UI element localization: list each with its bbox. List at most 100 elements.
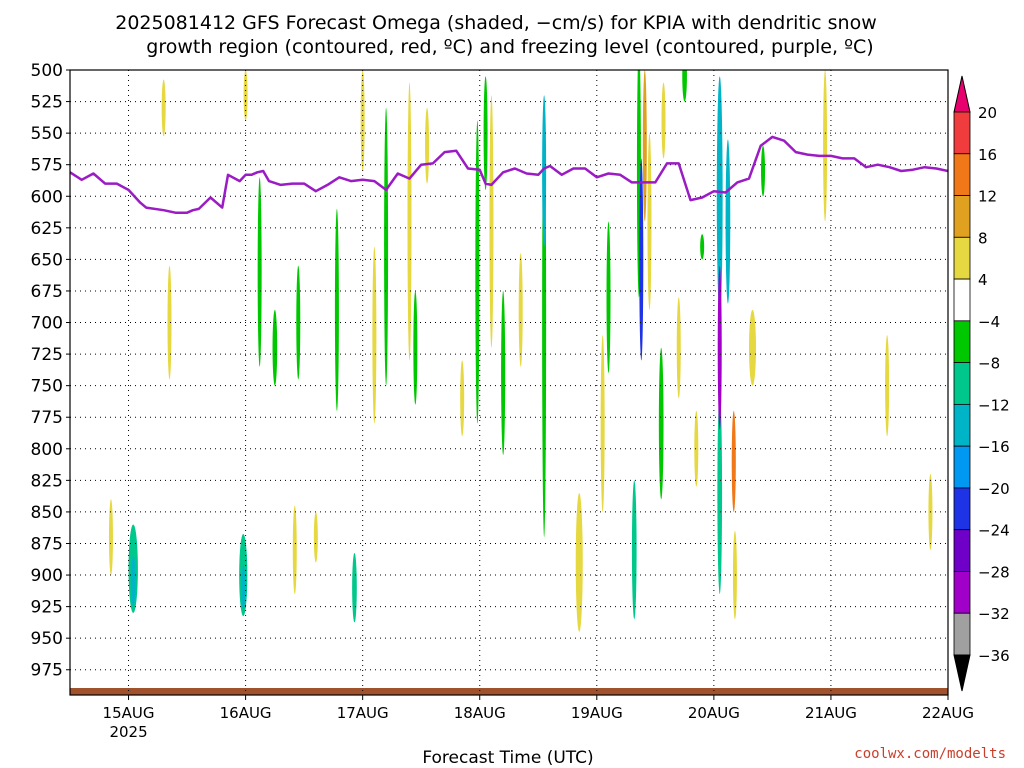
chart-title-line1: 2025081412 GFS Forecast Omega (shaded, −…	[115, 12, 877, 34]
y-tick-label-9: 725	[31, 345, 63, 365]
colorbar-label-7: −12	[978, 396, 1010, 414]
colorbar-label-1: 16	[978, 146, 997, 164]
omega-blob-43	[372, 246, 377, 424]
colorbar-label-4: 4	[978, 271, 988, 289]
omega-blob-29	[731, 410, 736, 512]
y-tick-label-16: 900	[31, 566, 63, 586]
y-tick-label-7: 675	[31, 282, 63, 302]
y-tick-label-14: 850	[31, 503, 63, 523]
x-tick-label-7: 22AUG	[922, 704, 974, 722]
omega-blob-32	[761, 145, 766, 197]
colorbar-box-1	[953, 153, 971, 196]
omega-blob-28	[725, 139, 731, 304]
y-tick-label-18: 950	[31, 629, 63, 649]
y-tick-label-13: 825	[31, 471, 63, 491]
omega-blob-5	[272, 309, 278, 386]
colorbar-box-4	[953, 278, 971, 322]
omega-blob-38	[161, 79, 166, 137]
y-tick-label-1: 525	[31, 93, 63, 113]
omega-blob-24	[700, 234, 705, 260]
omega-blob-16	[606, 221, 611, 374]
omega-blob-13	[501, 290, 506, 456]
omega-blob-50	[600, 335, 605, 512]
omega-blob-4	[257, 177, 262, 367]
omega-blob-34	[885, 335, 890, 437]
colorbar-box-7	[953, 403, 971, 447]
omega-blob-53	[694, 410, 699, 487]
colorbar-box-11	[953, 571, 971, 614]
omega-blob-6	[296, 265, 301, 380]
omega-blob-37	[167, 265, 172, 380]
y-tick-label-12: 800	[31, 440, 63, 460]
colorbar-box-8	[953, 445, 971, 489]
y-tick-label-0: 500	[31, 61, 63, 81]
omega-blob-22	[658, 347, 664, 500]
x-tick-label-2: 17AUG	[337, 704, 389, 722]
ground-strip	[70, 688, 948, 695]
omega-blob-7	[334, 208, 339, 411]
y-tick-label-17: 925	[31, 598, 63, 618]
omega-blob-41	[313, 511, 318, 563]
omega-blob-49	[575, 492, 583, 632]
x-tick-label-4: 19AUG	[571, 704, 623, 722]
colorbar-box-12	[953, 612, 971, 656]
omega-blob-33	[823, 70, 828, 222]
y-tick-label-10: 750	[31, 377, 63, 397]
x-tick-label-0: 15AUG	[103, 704, 155, 722]
colorbar-label-6: −8	[978, 355, 1000, 373]
omega-blob-1	[130, 556, 136, 607]
omega-blob-10	[413, 290, 418, 405]
omega-blob-51	[661, 82, 666, 159]
omega-blob-31	[748, 309, 757, 386]
colorbar-label-9: −20	[978, 480, 1010, 498]
colorbar-bottom-arrow	[953, 654, 971, 692]
colorbar-box-10	[953, 529, 971, 572]
omega-blob-47	[489, 95, 494, 348]
freezing-level-line	[70, 135, 948, 214]
x-axis-label: Forecast Time (UTC)	[422, 748, 593, 768]
y-tick-label-4: 600	[31, 187, 63, 207]
y-tick-label-5: 625	[31, 219, 63, 239]
y-tick-label-11: 775	[31, 408, 63, 428]
colorbar-label-5: −4	[978, 313, 1000, 331]
omega-blob-25	[716, 76, 723, 317]
chart-title-line2: growth region (contoured, red, ºC) and f…	[146, 36, 873, 58]
colorbar-label-0: 20	[978, 104, 997, 122]
colorbar-box-2	[953, 195, 971, 238]
omega-blob-40	[292, 505, 297, 594]
colorbar-label-2: 12	[978, 188, 997, 206]
colorbar-label-13: −36	[978, 647, 1010, 665]
omega-blob-23	[682, 70, 687, 102]
omega-blob-3	[241, 565, 246, 610]
omega-blob-27	[717, 265, 722, 430]
omega-blob-36	[108, 499, 113, 576]
x-tick-label-6: 21AUG	[805, 704, 857, 722]
omega-blob-19	[639, 158, 644, 361]
colorbar-box-3	[953, 236, 971, 280]
plot-frame	[69, 69, 949, 696]
colorbar-label-8: −16	[978, 438, 1010, 456]
x-tick-label-1: 16AUG	[220, 704, 272, 722]
omega-blob-46	[460, 360, 465, 437]
omega-blob-17	[631, 480, 637, 620]
omega-blob-44	[407, 82, 412, 361]
omega-blob-11	[475, 120, 480, 424]
x-tick-label-3: 18AUG	[454, 704, 506, 722]
y-tick-label-2: 550	[31, 124, 63, 144]
y-tick-label-8: 700	[31, 314, 63, 334]
plot-area	[70, 70, 948, 695]
omega-blob-20	[642, 70, 647, 222]
colorbar-label-10: −24	[978, 522, 1010, 540]
colorbar-label-12: −32	[978, 605, 1010, 623]
omega-blob-30	[732, 530, 737, 620]
omega-blob-8	[352, 552, 357, 623]
y-tick-label-19: 975	[31, 661, 63, 681]
colorbar-box-0	[953, 111, 971, 155]
omega-blob-45	[425, 107, 430, 184]
x-year-label: 2025	[109, 723, 147, 741]
omega-blob-52	[676, 297, 681, 399]
omega-blob-9	[384, 107, 389, 386]
omega-blob-48	[518, 253, 523, 367]
y-tick-label-3: 575	[31, 156, 63, 176]
